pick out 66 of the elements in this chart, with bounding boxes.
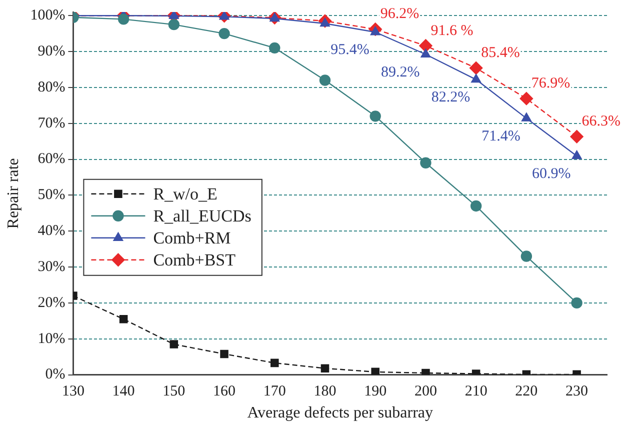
- point: [119, 314, 128, 324]
- point: [572, 150, 582, 160]
- point: [469, 61, 483, 75]
- point: [422, 368, 430, 375]
- x-tick-label: 230: [566, 384, 588, 400]
- data-label: 76.9%: [531, 76, 570, 92]
- point: [370, 110, 381, 122]
- data-label: 85.4%: [481, 45, 520, 62]
- legend-label: R_w/o_E: [153, 184, 218, 204]
- data-label: 89.2%: [380, 64, 420, 80]
- point: [471, 74, 481, 83]
- data-label: 95.4%: [330, 42, 370, 58]
- point: [270, 358, 279, 368]
- legend-label: Comb+BST: [153, 250, 236, 270]
- y-tick-label: 40%: [38, 223, 66, 240]
- x-tick-label: 210: [464, 384, 488, 400]
- point: [520, 92, 534, 106]
- x-tick-label: 180: [314, 384, 336, 400]
- point: [420, 157, 432, 168]
- y-tick-label: 10%: [38, 330, 66, 347]
- legend-label: Comb+RM: [153, 228, 231, 248]
- point: [420, 48, 431, 58]
- x-tick-label: 190: [364, 384, 387, 400]
- point: [520, 250, 532, 262]
- point: [168, 12, 179, 20]
- point: [168, 18, 180, 30]
- y-tick-label: 90%: [38, 43, 66, 60]
- y-tick-label: 100%: [30, 8, 66, 24]
- point: [118, 14, 130, 25]
- point: [570, 130, 584, 144]
- data-label: 82.2%: [431, 90, 470, 106]
- y-tick-label: 80%: [38, 79, 66, 96]
- y-tick-label: 70%: [38, 115, 66, 132]
- point: [319, 74, 331, 86]
- y-tick-label: 50%: [38, 187, 66, 204]
- x-tick-label: 170: [263, 384, 286, 400]
- point: [218, 28, 230, 40]
- point: [470, 200, 482, 212]
- data-label: 66.3%: [582, 114, 621, 130]
- data-label: 91.6 %: [430, 22, 474, 39]
- point: [371, 368, 380, 375]
- legend-label: R_all_EUCDs: [153, 206, 252, 226]
- x-tick-label: 130: [62, 384, 84, 400]
- x-tick-label: 150: [162, 384, 186, 400]
- x-tick-label: 160: [213, 384, 236, 400]
- point: [419, 39, 432, 52]
- point: [219, 12, 230, 20]
- y-tick-label: 20%: [38, 294, 66, 311]
- point: [270, 12, 280, 22]
- y-tick-label: 60%: [38, 151, 66, 168]
- y-tick-label: 0%: [45, 366, 66, 383]
- point: [571, 297, 582, 309]
- x-tick-label: 140: [112, 384, 135, 400]
- y-axis-title: Repair rate: [4, 158, 22, 229]
- x-tick-label: 200: [414, 384, 437, 400]
- x-tick-label: 220: [515, 384, 538, 400]
- point: [269, 42, 280, 54]
- y-tick-label: 30%: [38, 258, 66, 275]
- point: [320, 364, 330, 372]
- point: [220, 350, 228, 358]
- point: [170, 340, 178, 348]
- data-label: 71.4%: [482, 128, 520, 144]
- point: [521, 112, 532, 122]
- x-axis-title: Average defects per subarray: [247, 404, 434, 422]
- data-label: 60.9%: [532, 166, 571, 182]
- data-label: 96.2%: [380, 6, 420, 22]
